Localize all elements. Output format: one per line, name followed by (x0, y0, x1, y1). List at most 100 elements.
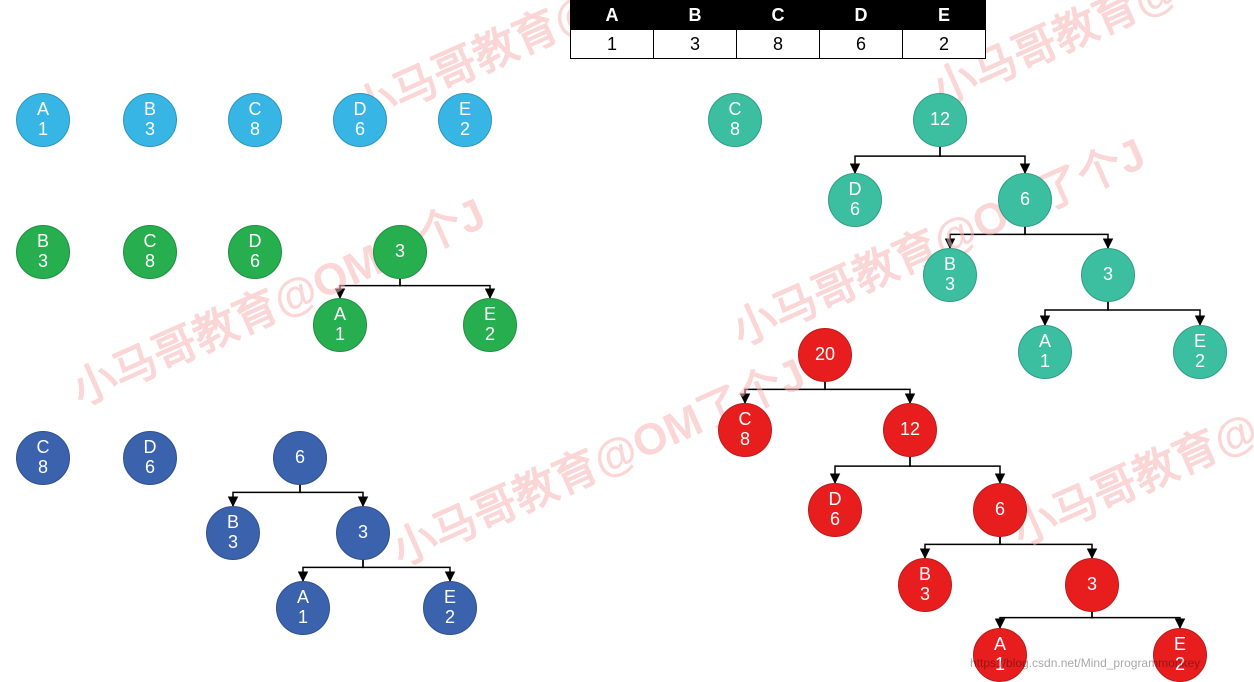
node-label-line1: D (829, 490, 842, 510)
node-label-line1: 3 (1087, 575, 1097, 595)
tree-node: A1 (313, 298, 367, 352)
node-label-line2: 6 (145, 458, 155, 478)
bg-watermark: 小马哥教育@OM了个J (380, 338, 814, 578)
tree-node: C8 (708, 93, 762, 147)
data-table: ABCDE 13862 (570, 0, 986, 59)
tree-edge (340, 279, 400, 298)
tree-node: 3 (1081, 248, 1135, 302)
tree-node: D6 (228, 225, 282, 279)
node-label-line2: 1 (1040, 352, 1050, 372)
node-label-line2: 3 (38, 252, 48, 272)
tree-node: B3 (898, 558, 952, 612)
node-label-line2: 6 (355, 120, 365, 140)
tree-node: C8 (123, 225, 177, 279)
tree-edge (910, 457, 1000, 483)
node-label-line1: E (444, 588, 456, 608)
node-label-line1: 3 (1103, 265, 1113, 285)
table-cell: 6 (820, 30, 903, 59)
node-label-line1: D (249, 232, 262, 252)
tree-node: 3 (336, 506, 390, 560)
tree-node: B3 (16, 225, 70, 279)
tree-edge (950, 227, 1025, 248)
node-label-line2: 6 (850, 200, 860, 220)
tree-node: C8 (16, 431, 70, 485)
node-label-line1: C (739, 410, 752, 430)
table-header: B (654, 1, 737, 30)
tree-node: D6 (123, 431, 177, 485)
source-watermark: https://blog.csdn.net/Mind_programmonkey (970, 656, 1200, 670)
tree-edge (233, 485, 300, 506)
node-label-line2: 3 (145, 120, 155, 140)
node-label-line1: A (297, 588, 309, 608)
tree-node: B3 (123, 93, 177, 147)
tree-node: 6 (973, 483, 1027, 537)
node-label-line1: C (37, 438, 50, 458)
node-label-line1: B (944, 255, 956, 275)
node-label-line1: C (249, 100, 262, 120)
node-label-line2: 3 (920, 585, 930, 605)
table-cell: 3 (654, 30, 737, 59)
tree-node: B3 (923, 248, 977, 302)
node-label-line1: 20 (815, 345, 835, 365)
tree-node: E2 (463, 298, 517, 352)
node-label-line1: A (37, 100, 49, 120)
node-label-line2: 8 (250, 120, 260, 140)
tree-edge (855, 147, 940, 173)
tree-edge (835, 457, 910, 483)
node-label-line2: 8 (740, 430, 750, 450)
node-label-line2: 2 (1195, 352, 1205, 372)
node-label-line1: B (37, 232, 49, 252)
tree-edge (1000, 612, 1092, 628)
tree-edge (400, 279, 490, 298)
node-label-line1: B (919, 565, 931, 585)
tree-node: D6 (333, 93, 387, 147)
tree-node: 6 (998, 173, 1052, 227)
node-label-line1: 6 (995, 500, 1005, 520)
node-label-line1: 6 (1020, 190, 1030, 210)
node-label-line2: 8 (730, 120, 740, 140)
tree-edge (1000, 537, 1092, 558)
tree-node: A1 (16, 93, 70, 147)
bg-watermark: 小马哥教育@OM了个J (60, 178, 494, 418)
node-label-line1: 6 (295, 448, 305, 468)
table-header: C (737, 1, 820, 30)
tree-edge (1045, 302, 1108, 325)
table-header: D (820, 1, 903, 30)
node-label-line1: 3 (395, 242, 405, 262)
node-label-line1: B (227, 513, 239, 533)
node-label-line2: 1 (298, 608, 308, 628)
tree-node: D6 (828, 173, 882, 227)
node-label-line2: 2 (485, 325, 495, 345)
tree-node: E2 (438, 93, 492, 147)
tree-edge (925, 537, 1000, 558)
tree-node: B3 (206, 506, 260, 560)
node-label-line2: 2 (460, 120, 470, 140)
table-header: E (903, 1, 986, 30)
tree-edge (363, 560, 450, 581)
node-label-line2: 8 (145, 252, 155, 272)
tree-edge (1025, 227, 1108, 248)
tree-node: 3 (373, 225, 427, 279)
node-label-line1: A (1039, 332, 1051, 352)
node-label-line1: D (849, 180, 862, 200)
node-label-line2: 1 (38, 120, 48, 140)
node-label-line1: 12 (930, 110, 950, 130)
bg-watermark: 小马哥教育@OM了个J (720, 118, 1154, 358)
node-label-line2: 2 (445, 608, 455, 628)
table-header: A (571, 1, 654, 30)
tree-edge (1108, 302, 1200, 325)
tree-edge (745, 382, 825, 403)
tree-node: C8 (228, 93, 282, 147)
node-label-line1: A (994, 635, 1006, 655)
node-label-line1: E (1174, 635, 1186, 655)
node-label-line1: C (144, 232, 157, 252)
node-label-line2: 1 (335, 325, 345, 345)
node-label-line2: 6 (830, 510, 840, 530)
node-label-line2: 8 (38, 458, 48, 478)
node-label-line1: C (729, 100, 742, 120)
tree-node: 6 (273, 431, 327, 485)
tree-edge (303, 560, 363, 581)
node-label-line2: 3 (945, 275, 955, 295)
node-label-line1: B (144, 100, 156, 120)
tree-node: E2 (1173, 325, 1227, 379)
